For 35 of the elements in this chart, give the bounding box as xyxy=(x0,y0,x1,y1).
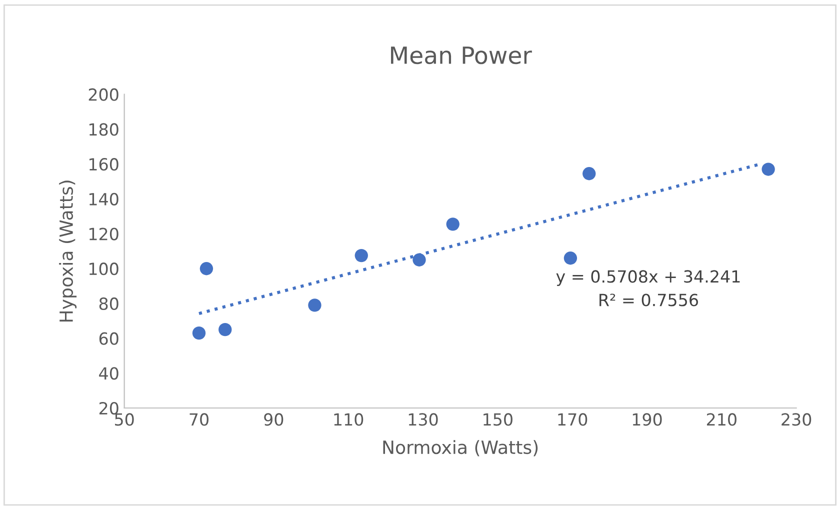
y-tick-label: 200 xyxy=(88,88,118,101)
y-axis-title: Hypoxia (Watts) xyxy=(59,180,77,322)
y-tick-label: 80 xyxy=(99,297,118,310)
x-tick-label: 210 xyxy=(706,413,736,426)
y-tick-label: 180 xyxy=(89,123,118,136)
x-tick-label: 110 xyxy=(334,413,364,426)
point xyxy=(564,252,578,265)
x-tick-label: 90 xyxy=(264,413,284,426)
x-axis-title: Normoxia (Watts) xyxy=(383,440,538,456)
y-tick-label: 20 xyxy=(99,402,118,415)
point xyxy=(192,326,206,340)
point xyxy=(412,253,426,266)
point xyxy=(218,323,232,336)
point xyxy=(582,167,596,180)
y-tick-label: 160 xyxy=(89,158,118,171)
annotation: R² = 0.7556 xyxy=(600,294,698,306)
y-tick-label: 100 xyxy=(89,262,118,276)
x-tick-label: 50 xyxy=(115,413,134,426)
y-tick-label: 120 xyxy=(89,228,118,240)
y-tick-label: 60 xyxy=(99,332,118,345)
annotation: y = 0.5708x + 34.241 xyxy=(556,270,740,286)
point xyxy=(308,298,322,312)
x-tick-label: 190 xyxy=(632,413,662,426)
y-tick-label: 40 xyxy=(99,367,118,380)
x-tick-label: 170 xyxy=(558,413,588,426)
point xyxy=(200,262,214,276)
x-tick-label: 70 xyxy=(190,413,208,426)
point xyxy=(446,218,460,231)
y-tick-label: 140 xyxy=(89,192,118,206)
point xyxy=(762,162,775,176)
x-tick-label: 230 xyxy=(782,413,812,426)
x-tick-label: 150 xyxy=(484,413,512,426)
point xyxy=(354,248,368,262)
x-tick-label: 130 xyxy=(408,413,438,426)
chart-title: Mean Power xyxy=(391,46,532,64)
